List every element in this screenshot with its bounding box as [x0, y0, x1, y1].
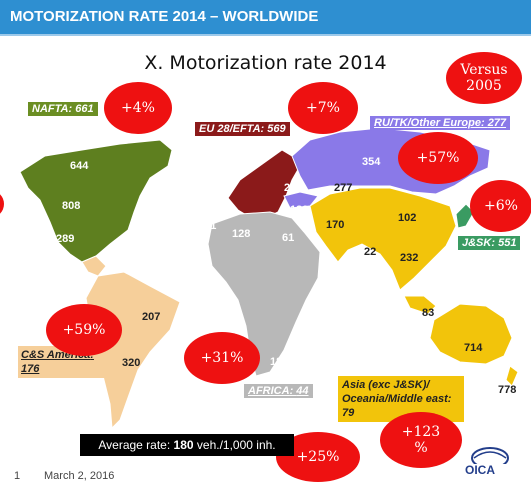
value-kazakhstan: 277 — [334, 182, 353, 194]
value-south-africa: 180 — [270, 356, 289, 368]
value-new-zealand: 778 — [498, 384, 517, 396]
value-canada: 644 — [70, 160, 89, 172]
region-sea-islands — [403, 295, 437, 315]
value-argentina: 320 — [122, 357, 141, 369]
value-egypt: 61 — [282, 232, 295, 244]
value-russia: 354 — [362, 156, 381, 168]
value-middle-east: 170 — [326, 219, 345, 231]
oica-globe-icon — [471, 447, 509, 464]
footer-date: March 2, 2016 — [44, 470, 115, 482]
region-central-america — [81, 255, 107, 277]
region-asia — [309, 187, 457, 291]
change-cs-america: +59% — [46, 304, 122, 356]
value-usa: 808 — [62, 200, 81, 212]
region-africa — [207, 211, 321, 377]
value-australia: 714 — [464, 342, 483, 354]
value-indonesia: 83 — [422, 307, 435, 319]
oica-logo: OICA — [465, 463, 495, 477]
header-divider — [0, 34, 531, 36]
slide-header: MOTORIZATION RATE 2014 – WORLDWIDE — [0, 0, 531, 34]
value-north-africa: 128 — [232, 228, 251, 240]
value-mexico: 289 — [56, 233, 75, 245]
label-nafta: NAFTA: 661 — [28, 102, 98, 116]
versus-bubble: Versus 2005 — [446, 52, 522, 104]
page-number: 1 — [14, 470, 21, 482]
change-ru: +57% — [398, 132, 478, 184]
change-africa: +31% — [184, 332, 260, 384]
change-jsk: +6% — [470, 180, 531, 232]
label-eu: EU 28/EFTA: 569 — [195, 122, 290, 136]
label-ru: RU/TK/Other Europe: 277 — [370, 116, 511, 130]
change-nafta: +4% — [104, 82, 172, 134]
value-turkey: 189 — [290, 204, 309, 216]
value-eastern-europe: 204 — [284, 182, 303, 194]
value-brazil: 207 — [142, 311, 161, 323]
value-southeast-asia: 232 — [400, 252, 419, 264]
region-new-zealand — [505, 365, 519, 387]
change-eu: +7% — [288, 82, 358, 134]
label-jsk: J&SK: 551 — [458, 236, 521, 250]
region-australia — [429, 303, 513, 365]
region-turkey — [283, 191, 319, 209]
map-title: X. Motorization rate 2014 — [144, 52, 387, 74]
region-japan-korea — [455, 203, 475, 229]
label-africa: AFRICA: 44 — [244, 384, 313, 398]
value-north-africa-west: 101 — [198, 220, 217, 232]
region-north-america — [19, 139, 173, 263]
change-asia: +123 % — [380, 412, 462, 468]
value-china: 102 — [398, 212, 417, 224]
value-india: 22 — [364, 246, 377, 258]
average-rate-box: Average rate: 180 veh./1,000 inh. — [80, 434, 294, 456]
